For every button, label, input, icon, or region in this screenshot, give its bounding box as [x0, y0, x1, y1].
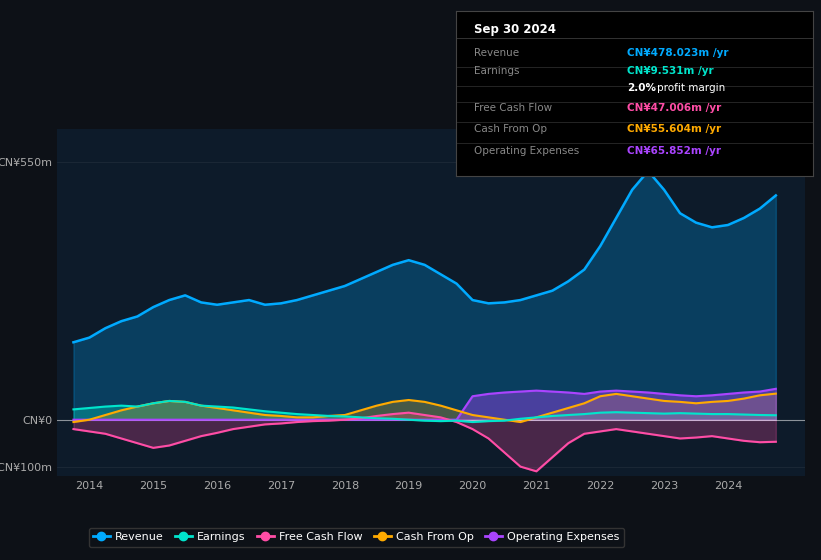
- Text: CN¥47.006m /yr: CN¥47.006m /yr: [627, 103, 722, 113]
- Text: Free Cash Flow: Free Cash Flow: [474, 103, 552, 113]
- Legend: Revenue, Earnings, Free Cash Flow, Cash From Op, Operating Expenses: Revenue, Earnings, Free Cash Flow, Cash …: [89, 528, 624, 547]
- Text: Earnings: Earnings: [474, 67, 519, 77]
- Text: CN¥55.604m /yr: CN¥55.604m /yr: [627, 124, 721, 134]
- Text: CN¥65.852m /yr: CN¥65.852m /yr: [627, 146, 721, 156]
- Text: profit margin: profit margin: [658, 83, 726, 93]
- Text: Cash From Op: Cash From Op: [474, 124, 547, 134]
- Text: Sep 30 2024: Sep 30 2024: [474, 23, 556, 36]
- Text: CN¥478.023m /yr: CN¥478.023m /yr: [627, 48, 728, 58]
- Text: Operating Expenses: Operating Expenses: [474, 146, 579, 156]
- Text: 2.0%: 2.0%: [627, 83, 656, 93]
- Text: Revenue: Revenue: [474, 48, 519, 58]
- Text: CN¥9.531m /yr: CN¥9.531m /yr: [627, 67, 713, 77]
